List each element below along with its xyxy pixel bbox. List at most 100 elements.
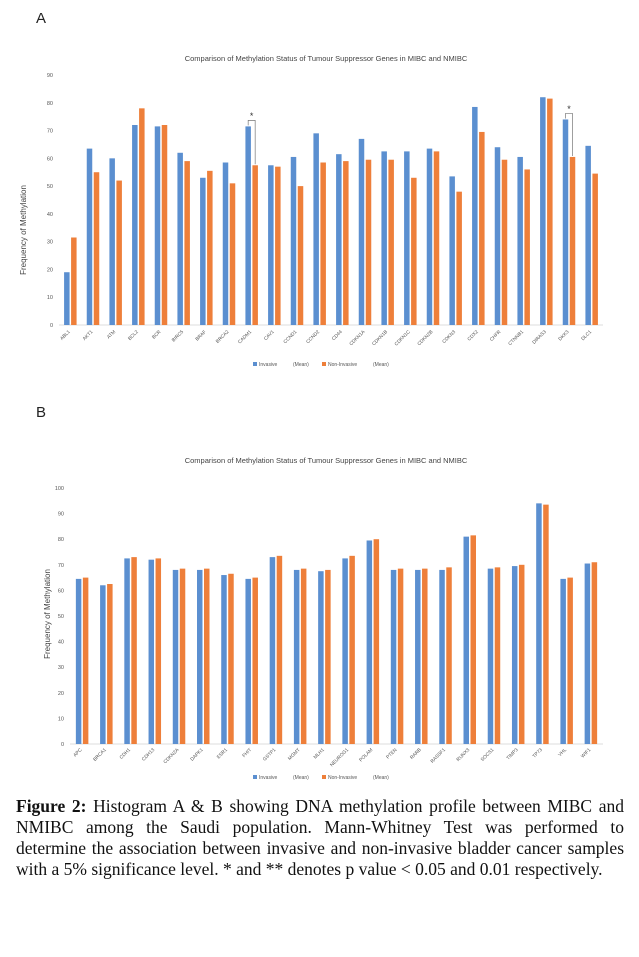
x-tick-label: APC xyxy=(72,747,84,759)
bar-noninvasive-akt1 xyxy=(93,172,100,325)
bar-invasive-brca2 xyxy=(222,162,229,325)
bar-invasive-abl1 xyxy=(64,272,70,325)
bar-invasive-rarb xyxy=(415,569,421,744)
y-tick-label: 40 xyxy=(58,640,64,646)
bar-invasive-esr1 xyxy=(221,575,227,744)
bar-noninvasive-dapk1 xyxy=(204,568,210,744)
bar-invasive-brca1 xyxy=(100,585,106,744)
bar-noninvasive-bcl2 xyxy=(139,108,145,325)
bar-invasive-dkk3 xyxy=(562,119,569,325)
caption-label: Figure 2: xyxy=(16,796,87,816)
bar-noninvasive-diras3 xyxy=(547,98,553,325)
bar-invasive-cdkn3 xyxy=(449,176,455,325)
bar-noninvasive-abl1 xyxy=(71,237,77,325)
x-tick-label: MGMT xyxy=(287,747,302,762)
bar-noninvasive-cdkn1a xyxy=(365,159,372,325)
bar-invasive-birc5 xyxy=(177,152,183,325)
legend-noninvasive-swatch xyxy=(322,362,326,366)
bar-noninvasive-cdkn2a xyxy=(179,568,186,744)
x-tick-label: GSTP1 xyxy=(262,747,278,763)
bar-noninvasive-socs1 xyxy=(494,567,501,744)
significance-bracket xyxy=(247,120,256,165)
y-tick-label: 50 xyxy=(58,614,64,620)
bar-invasive-pten xyxy=(390,569,397,744)
caption-text: Histogram A & B showing DNA methylation … xyxy=(16,796,624,879)
x-tick-label: CDH1 xyxy=(119,747,133,761)
x-tick-label: TP73 xyxy=(531,747,544,760)
chart-title: Comparison of Methylation Status of Tumo… xyxy=(185,54,468,63)
x-tick-label: DAPK1 xyxy=(189,747,205,763)
y-tick-label: 50 xyxy=(47,184,53,190)
bar-invasive-cdkn1a xyxy=(358,138,365,325)
bar-noninvasive-tp73 xyxy=(543,504,549,744)
bar-noninvasive-cdkn1b xyxy=(388,159,394,325)
significance-bracket xyxy=(565,113,573,156)
y-tick-label: 30 xyxy=(47,240,53,246)
legend-invasive-label: Invasive xyxy=(259,775,278,781)
x-tick-label: ABL1 xyxy=(59,329,72,342)
bar-noninvasive-chfr xyxy=(501,159,508,325)
x-tick-label: PTEN xyxy=(385,747,399,761)
y-tick-label: 0 xyxy=(61,742,64,748)
x-tick-label: ATM xyxy=(106,329,117,340)
bar-noninvasive-cdh1 xyxy=(131,557,137,744)
x-tick-label: NEUROG1 xyxy=(329,747,350,768)
bar-noninvasive-apc xyxy=(82,577,89,744)
x-tick-label: CDX2 xyxy=(466,329,480,343)
significance-star: * xyxy=(567,104,571,114)
chart-a: Comparison of Methylation Status of Tumo… xyxy=(19,54,603,368)
legend-noninvasive-label: Non-Invasive xyxy=(328,775,357,781)
y-axis-label: Frequency of Methylation xyxy=(19,185,28,275)
x-tick-label: BIRC5 xyxy=(171,329,185,343)
x-tick-label: RUNX3 xyxy=(455,747,471,763)
bar-invasive-ctnnb1 xyxy=(517,156,523,325)
legend-invasive-swatch xyxy=(253,775,257,779)
bar-noninvasive-rassf1 xyxy=(446,567,452,744)
x-tick-label: BRAF xyxy=(194,329,207,342)
bar-noninvasive-fhit xyxy=(252,577,258,744)
bar-noninvasive-cdx2 xyxy=(479,131,485,325)
y-tick-label: 90 xyxy=(47,73,53,79)
bar-invasive-cdkn1b xyxy=(381,151,387,325)
bar-invasive-akt1 xyxy=(86,148,93,325)
legend: Invasive (Mean) Non-Invasive (Mean) xyxy=(253,775,389,781)
legend: Invasive (Mean) Non-Invasive (Mean) xyxy=(253,362,389,368)
bar-invasive-mlh1 xyxy=(318,571,324,744)
x-tick-label: DLC1 xyxy=(580,329,593,342)
legend-noninvasive-mean: (Mean) xyxy=(373,362,389,368)
figure-caption: Figure 2: Histogram A & B showing DNA me… xyxy=(16,796,624,880)
bar-noninvasive-brca1 xyxy=(107,584,113,744)
legend-invasive-mean: (Mean) xyxy=(293,362,309,368)
bar-invasive-dapk1 xyxy=(197,569,203,744)
bar-noninvasive-neurog1 xyxy=(349,555,355,744)
y-tick-label: 40 xyxy=(47,212,53,218)
bar-noninvasive-braf xyxy=(207,170,213,325)
chart-title: Comparison of Methylation Status of Tumo… xyxy=(185,456,468,465)
bar-invasive-timp3 xyxy=(511,566,518,744)
y-tick-label: 60 xyxy=(58,588,64,594)
bar-noninvasive-runx3 xyxy=(470,535,476,744)
bar-invasive-tp73 xyxy=(536,503,542,744)
bar-noninvasive-ccnd1 xyxy=(297,186,304,325)
bar-invasive-socs1 xyxy=(487,568,494,744)
bar-noninvasive-bcr xyxy=(161,125,168,325)
legend-invasive-label: Invasive xyxy=(259,362,278,368)
bar-noninvasive-wif1 xyxy=(591,562,598,744)
panel-label-b: B xyxy=(36,404,47,421)
bar-noninvasive-dlc1 xyxy=(592,173,598,325)
bar-invasive-cav1 xyxy=(268,165,274,325)
bar-invasive-mgmt xyxy=(293,569,300,744)
bar-noninvasive-cdkn1c xyxy=(411,177,417,325)
bar-invasive-bcr xyxy=(154,126,161,325)
x-tick-label: BRCA1 xyxy=(92,747,108,763)
x-tick-label: CHFR xyxy=(489,329,503,343)
x-tick-label: CDKN1C xyxy=(394,329,413,348)
bar-noninvasive-cdkn2b xyxy=(433,151,440,325)
x-tick-label: CCND1 xyxy=(282,329,298,345)
y-axis-label: Frequency of Methylation xyxy=(43,569,52,659)
x-tick-label: VHL xyxy=(557,747,568,758)
y-tick-label: 20 xyxy=(58,691,64,697)
x-tick-label: BCL2 xyxy=(127,329,140,342)
legend-invasive-swatch xyxy=(253,362,257,366)
bar-noninvasive-mlh1 xyxy=(325,569,331,744)
